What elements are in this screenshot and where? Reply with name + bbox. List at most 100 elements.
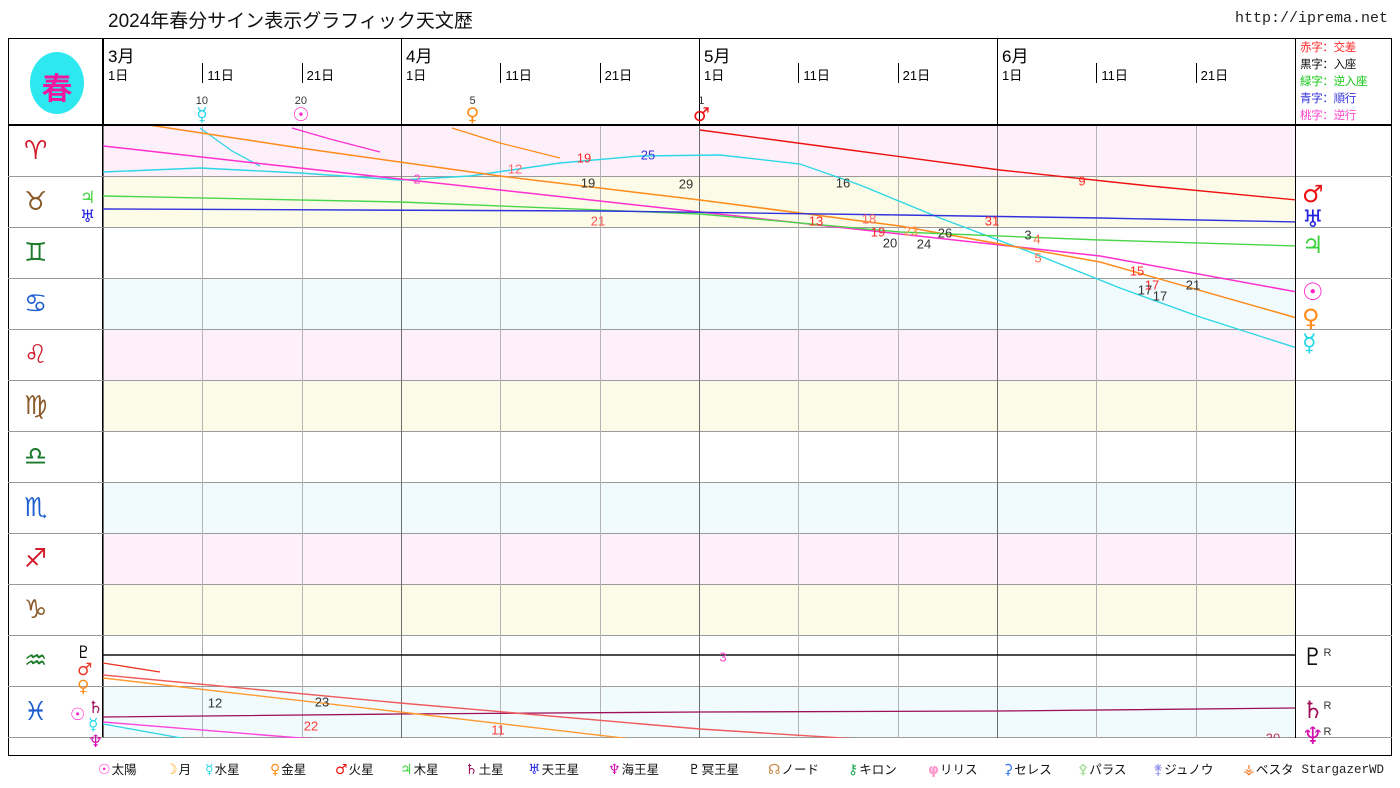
day-tick: [500, 63, 502, 83]
data-point-label: 23: [314, 694, 330, 710]
planet-glyph-icon: ♄: [1302, 696, 1324, 724]
date-column-6: 21日: [599, 38, 699, 126]
left-edge-planet-icon-8: ☿: [88, 715, 99, 735]
planet-track: [103, 723, 185, 738]
month-label: 3月: [108, 47, 135, 66]
retrograde-marker: R: [1323, 726, 1332, 738]
legend-key-3: 緑字：逆入座: [1300, 76, 1368, 88]
planet-curves: [103, 126, 1295, 738]
planet-glyph-icon: ♃: [400, 762, 413, 778]
legend-item-海王星: ♆海王星: [608, 759, 659, 778]
planet-glyph-icon: ⚶: [1243, 762, 1255, 778]
right-row-leo: [1296, 330, 1392, 381]
planet-glyph-icon: ♀: [270, 762, 281, 778]
ingress-day-label: 20: [294, 95, 307, 107]
right-row-pisces: [1296, 687, 1392, 738]
legend-key-5: 桃字：逆行: [1300, 110, 1356, 122]
day-label: 1日: [704, 68, 725, 83]
sign-row-scorpio: ♏: [8, 483, 103, 534]
planet-track: [103, 674, 854, 738]
data-point-label: 13: [808, 213, 824, 229]
planet-track: [451, 127, 561, 159]
legend-item-label: 木星: [413, 763, 439, 777]
day-label: 1日: [1002, 68, 1023, 83]
data-point-label: 18: [861, 211, 877, 227]
right-edge-planet-icon-8: ♄R: [1302, 694, 1331, 722]
right-row-aquarius: [1296, 636, 1392, 687]
sign-row-leo: ♌: [8, 330, 103, 381]
data-point-label: 20: [882, 235, 898, 251]
sign-row-gemini: ♊: [8, 228, 103, 279]
data-point-label: 17: [1144, 277, 1160, 293]
data-point-label: 4: [1033, 231, 1041, 247]
right-edge-planet-icon-6: ☿: [1302, 331, 1317, 355]
day-tick: [1096, 63, 1098, 83]
zodiac-sign-axis: ♈ ♉ ♊ ♋ ♌ ♍ ♎ ♏ ♐ ♑ ♒ ♓: [8, 126, 103, 738]
date-column-12: 21日: [1195, 38, 1295, 126]
day-label: 21日: [1200, 68, 1229, 83]
sign-row-aries: ♈: [8, 126, 103, 177]
sign-row-cancer: ♋: [8, 279, 103, 330]
day-label: 1日: [406, 68, 427, 83]
page-title: 2024年春分サイン表示グラフィック天文歴: [108, 11, 473, 32]
legend-key-2: 黒字：入座: [1300, 59, 1356, 71]
date-axis-header: 3月 1日 11日 21日 4月 1日 11日 21日 5月 1日 11日 21日 6月 1日 11日 21日…: [103, 38, 1295, 126]
right-row-sagittarius: [1296, 534, 1392, 585]
ingress-day-label: 5: [469, 95, 476, 107]
aquarius-glyph-icon: ♒: [24, 646, 48, 676]
chart-header: 春 3月 1日 11日 21日 4月 1日 11日 21日 5月 1日 11日 21日 6月 1日 11日 2…: [8, 38, 1392, 126]
right-row-capricorn: [1296, 585, 1392, 636]
data-point-label: 2: [413, 171, 421, 187]
sign-row-aquarius: ♒: [8, 636, 103, 687]
data-point-label: 22: [303, 718, 319, 734]
left-edge-planet-icon-1: ♃: [80, 188, 96, 208]
date-column-3: 21日: [301, 38, 401, 126]
planet-glyph-icon: ♅: [1302, 205, 1324, 233]
retrograde-marker: R: [1323, 700, 1332, 712]
vertical-gridline: [898, 126, 899, 738]
right-row-libra: [1296, 432, 1392, 483]
retrograde-marker: R: [1323, 647, 1332, 659]
vertical-gridline: [600, 126, 601, 738]
date-column-2: 11日: [202, 38, 301, 126]
data-point-label: 19: [576, 150, 592, 166]
legend-item-木星: ♃木星: [400, 759, 439, 778]
date-column-1: 3月 1日: [103, 38, 202, 126]
ephemeris-plot: 2 12 19 25 19 29 16 9 21 13 18 19 20 23 24 26 31 3 4 5 15 17 1…: [103, 126, 1295, 738]
legend-item-火星: ♂火星: [335, 759, 374, 778]
planet-legend: StargazerWD ☉太陽 ☽月 ☿水星 ♀金星 ♂火星 ♃木星 ♄土星 ♅天王星 ♆海王星…: [8, 756, 1392, 786]
right-edge-planet-icon-3: ♃: [1302, 233, 1324, 257]
data-point-label: 30: [1265, 730, 1281, 739]
date-column-7: 5月 1日: [699, 38, 798, 126]
legend-item-label: ノード: [781, 763, 819, 777]
data-point-label: 5: [1034, 250, 1042, 266]
planet-glyph-icon: ⚳: [1003, 762, 1014, 778]
legend-item-label: ジュノウ: [1164, 763, 1214, 777]
data-point-label: 17: [1137, 282, 1153, 298]
legend-item-label: ベスタ: [1255, 763, 1294, 777]
planet-glyph-icon: ♆: [608, 762, 621, 778]
gemini-glyph-icon: ♊: [24, 238, 48, 268]
right-row-cancer: [1296, 279, 1392, 330]
data-point-label: 24: [916, 236, 932, 252]
vertical-gridline: [500, 126, 501, 738]
planet-track: [103, 195, 1295, 247]
vertical-gridline: [103, 126, 104, 738]
planet-glyph-icon: ♇: [688, 762, 701, 778]
date-column-4: 4月 1日: [401, 38, 500, 126]
sagittarius-glyph-icon: ♐: [24, 544, 48, 574]
data-point-label: 29: [678, 176, 694, 192]
right-edge-planet-icon-4: ☉: [1302, 280, 1324, 304]
day-tick: [301, 63, 303, 83]
legend-item-label: パラス: [1089, 763, 1127, 777]
legend-item-パラス: ⚴パラス: [1078, 759, 1127, 778]
planet-glyph-icon: ♀: [1302, 304, 1320, 332]
data-point-label: 3: [719, 649, 727, 665]
planet-glyph-icon: ⚵: [1153, 762, 1164, 778]
planet-glyph-icon: ☿: [205, 762, 214, 778]
legend-item-ノード: ☊ノード: [768, 759, 819, 778]
ingress-marker-4: 1 ♂: [693, 96, 710, 125]
planet-glyph-icon: ⚴: [1078, 762, 1089, 778]
planet-glyph-icon: ☉: [98, 762, 111, 778]
data-point-label: 21: [590, 213, 606, 229]
